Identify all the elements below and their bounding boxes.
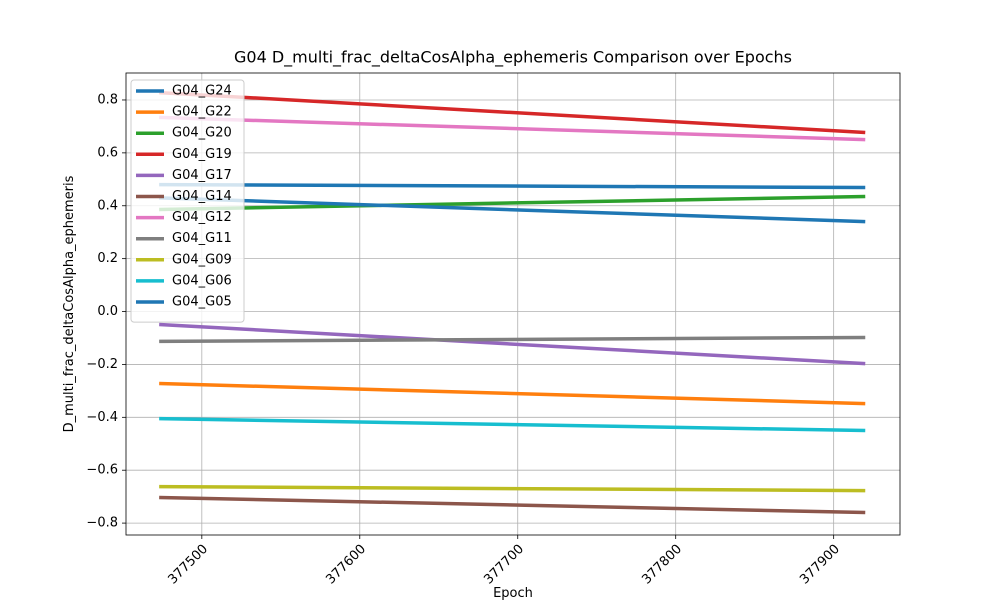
y-tick-label: 0.6 (97, 145, 118, 160)
legend-box (130, 79, 245, 323)
series-line (159, 495, 866, 515)
y-tick-label: −0.8 (86, 516, 118, 531)
series-line (159, 381, 866, 406)
legend-label: G04_G20 (172, 126, 232, 141)
x-tick-label: 377700 (481, 542, 527, 588)
plot-frame (125, 72, 901, 536)
legend-label: G04_G24 (172, 84, 232, 99)
legend-label: G04_G12 (172, 210, 232, 225)
series-line (159, 194, 866, 212)
y-tick-label: −0.2 (86, 357, 118, 372)
series-line (159, 484, 866, 493)
series-line (159, 335, 866, 344)
legend-label: G04_G14 (172, 189, 232, 204)
legend-label: G04_G19 (172, 147, 232, 162)
y-tick-label: 0.0 (97, 304, 118, 319)
series-line (159, 90, 866, 135)
legend-label: G04_G05 (172, 295, 232, 310)
x-tick-label: 377600 (323, 542, 369, 588)
legend-label: G04_G11 (172, 231, 232, 246)
legend-label: G04_G09 (172, 252, 232, 267)
series-line (159, 416, 866, 433)
y-axis-label: D_multi_frac_deltaCosAlpha_ephemeris (62, 175, 77, 432)
y-tick-label: −0.4 (86, 410, 118, 425)
y-tick-label: 0.2 (97, 251, 118, 266)
x-axis-label: Epoch (493, 586, 533, 600)
series-line (159, 115, 866, 142)
x-tick-label: 377800 (639, 542, 685, 588)
chart-title: G04 D_multi_frac_deltaCosAlpha_ephemeris… (234, 48, 792, 68)
series-line (159, 196, 866, 224)
legend-label: G04_G06 (172, 273, 232, 288)
x-tick-label: 377900 (797, 542, 843, 588)
y-tick-label: −0.6 (86, 463, 118, 478)
series-line (159, 182, 866, 190)
legend-label: G04_G17 (172, 168, 232, 183)
y-tick-label: 0.4 (97, 198, 118, 213)
x-tick-label: 377500 (165, 542, 211, 588)
legend-label: G04_G22 (172, 105, 232, 120)
y-tick-label: 0.8 (97, 92, 118, 107)
series-line (159, 322, 866, 366)
